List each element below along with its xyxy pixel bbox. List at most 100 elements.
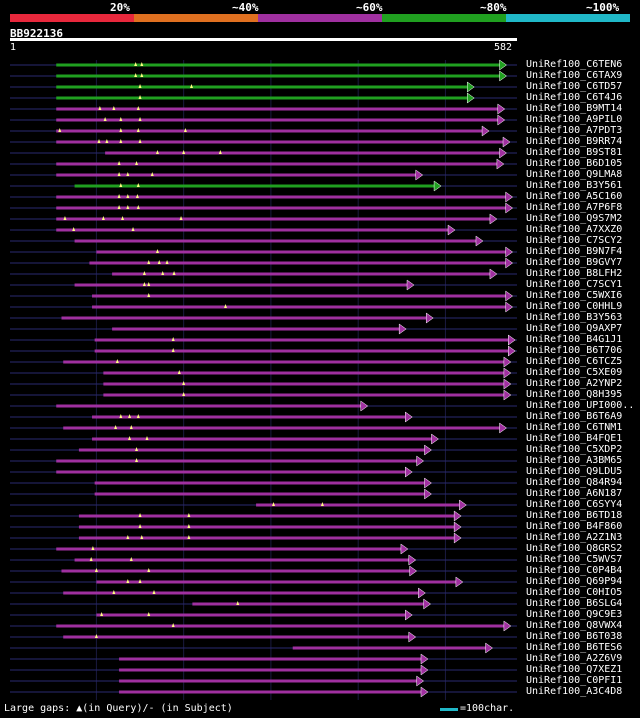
hit-label[interactable]: UniRef100_Q9C9E3	[526, 609, 623, 620]
hit-alignment-bar[interactable]	[56, 96, 469, 100]
hit-label[interactable]: UniRef100_C6TCZ5	[526, 356, 623, 367]
hit-alignment-bar[interactable]	[112, 327, 401, 331]
hit-label[interactable]: UniRef100_B6T706	[526, 345, 623, 356]
hit-label[interactable]: UniRef100_A7P6F8	[526, 202, 623, 213]
hit-alignment-bar[interactable]	[56, 459, 418, 463]
hit-alignment-bar[interactable]	[96, 250, 507, 254]
hit-label[interactable]: UniRef100_B3Y561	[526, 180, 623, 191]
hit-alignment-bar[interactable]	[63, 426, 501, 430]
hit-label[interactable]: UniRef100_Q8VWX4	[526, 620, 623, 631]
hit-alignment-bar[interactable]	[56, 140, 505, 144]
hit-label[interactable]: UniRef100_Q9LDU5	[526, 466, 623, 477]
hit-alignment-bar[interactable]	[56, 228, 450, 232]
hit-label[interactable]: UniRef100_A2YNP2	[526, 378, 623, 389]
hit-label[interactable]: UniRef100_C6TD57	[526, 81, 623, 92]
hit-label[interactable]: UniRef100_UPI000..	[526, 400, 635, 411]
hit-alignment-bar[interactable]	[112, 272, 491, 276]
hit-alignment-bar[interactable]	[56, 118, 499, 122]
hit-label[interactable]: UniRef100_Q7XEZ1	[526, 664, 623, 675]
hit-label[interactable]: UniRef100_B6SLG4	[526, 598, 623, 609]
hit-alignment-bar[interactable]	[92, 415, 407, 419]
hit-alignment-bar[interactable]	[56, 63, 501, 67]
hit-label[interactable]: UniRef100_Q9AXP7	[526, 323, 623, 334]
hit-label[interactable]: UniRef100_C6T4J6	[526, 92, 623, 103]
hit-alignment-bar[interactable]	[92, 437, 433, 441]
hit-label[interactable]: UniRef100_A3BM65	[526, 455, 623, 466]
hit-alignment-bar[interactable]	[94, 481, 426, 485]
hit-label[interactable]: UniRef100_C6TAX9	[526, 70, 623, 81]
hit-label[interactable]: UniRef100_Q9LMA8	[526, 169, 623, 180]
hit-alignment-bar[interactable]	[89, 261, 507, 265]
hit-alignment-bar[interactable]	[78, 525, 456, 529]
hit-alignment-bar[interactable]	[292, 646, 487, 650]
hit-label[interactable]: UniRef100_A3C4D8	[526, 686, 623, 697]
hit-alignment-bar[interactable]	[92, 305, 507, 309]
hit-alignment-bar[interactable]	[96, 580, 457, 584]
hit-label[interactable]: UniRef100_C0HHL9	[526, 301, 623, 312]
hit-alignment-bar[interactable]	[119, 679, 418, 683]
hit-alignment-bar[interactable]	[96, 613, 407, 617]
hit-label[interactable]: UniRef100_Q9S7M2	[526, 213, 623, 224]
hit-label[interactable]: UniRef100_C0PFI1	[526, 675, 623, 686]
hit-label[interactable]: UniRef100_B9RR74	[526, 136, 623, 147]
hit-alignment-bar[interactable]	[192, 602, 425, 606]
hit-alignment-bar[interactable]	[74, 558, 410, 562]
hit-label[interactable]: UniRef100_B6TD18	[526, 510, 623, 521]
hit-alignment-bar[interactable]	[56, 404, 362, 408]
hit-alignment-bar[interactable]	[94, 338, 510, 342]
hit-alignment-bar[interactable]	[63, 635, 410, 639]
hit-alignment-bar[interactable]	[105, 151, 501, 155]
hit-alignment-bar[interactable]	[74, 239, 477, 243]
hit-label[interactable]: UniRef100_C5XE09	[526, 367, 623, 378]
hit-alignment-bar[interactable]	[119, 690, 422, 694]
hit-label[interactable]: UniRef100_A9PIL0	[526, 114, 623, 125]
hit-alignment-bar[interactable]	[103, 371, 505, 375]
hit-label[interactable]: UniRef100_Q84R94	[526, 477, 623, 488]
hit-label[interactable]: UniRef100_B9GVY7	[526, 257, 623, 268]
hit-alignment-bar[interactable]	[78, 536, 456, 540]
hit-alignment-bar[interactable]	[74, 283, 409, 287]
hit-label[interactable]: UniRef100_A5C160	[526, 191, 623, 202]
hit-label[interactable]: UniRef100_Q8GRS2	[526, 543, 623, 554]
hit-label[interactable]: UniRef100_B8LFH2	[526, 268, 623, 279]
hit-label[interactable]: UniRef100_A7XXZ0	[526, 224, 623, 235]
hit-alignment-bar[interactable]	[56, 547, 402, 551]
hit-label[interactable]: UniRef100_C6TEN6	[526, 59, 623, 70]
hit-label[interactable]: UniRef100_Q69P94	[526, 576, 623, 587]
hit-label[interactable]: UniRef100_A2Z6V9	[526, 653, 623, 664]
hit-label[interactable]: UniRef100_B6T038	[526, 631, 623, 642]
hit-alignment-bar[interactable]	[61, 569, 411, 573]
hit-alignment-bar[interactable]	[56, 162, 498, 166]
hit-label[interactable]: UniRef100_C5WXI6	[526, 290, 623, 301]
hit-label[interactable]: UniRef100_A2Z1N3	[526, 532, 623, 543]
hit-alignment-bar[interactable]	[103, 382, 505, 386]
hit-alignment-bar[interactable]	[56, 470, 407, 474]
hit-alignment-bar[interactable]	[56, 107, 499, 111]
hit-alignment-bar[interactable]	[103, 393, 505, 397]
hit-label[interactable]: UniRef100_B9N7F4	[526, 246, 623, 257]
hit-alignment-bar[interactable]	[119, 657, 422, 661]
hit-label[interactable]: UniRef100_C0HIO5	[526, 587, 623, 598]
hit-alignment-bar[interactable]	[78, 448, 426, 452]
hit-alignment-bar[interactable]	[74, 184, 436, 188]
hit-alignment-bar[interactable]	[92, 294, 507, 298]
hit-alignment-bar[interactable]	[56, 624, 505, 628]
hit-alignment-bar[interactable]	[56, 129, 484, 133]
hit-label[interactable]: UniRef100_B4G1J1	[526, 334, 623, 345]
hit-alignment-bar[interactable]	[63, 360, 505, 364]
hit-alignment-bar[interactable]	[56, 173, 417, 177]
hit-label[interactable]: UniRef100_C6TNM1	[526, 422, 623, 433]
hit-label[interactable]: UniRef100_C7SCY2	[526, 235, 623, 246]
hit-label[interactable]: UniRef100_B4F860	[526, 521, 623, 532]
hit-label[interactable]: UniRef100_B6D105	[526, 158, 623, 169]
hit-label[interactable]: UniRef100_C5XDP2	[526, 444, 623, 455]
hit-label[interactable]: UniRef100_B6TES6	[526, 642, 623, 653]
hit-label[interactable]: UniRef100_C0P4B4	[526, 565, 623, 576]
hit-alignment-bar[interactable]	[94, 492, 426, 496]
hit-label[interactable]: UniRef100_Q8H395	[526, 389, 623, 400]
hit-alignment-bar[interactable]	[56, 85, 469, 89]
hit-alignment-bar[interactable]	[56, 206, 507, 210]
hit-label[interactable]: UniRef100_B9ST81	[526, 147, 623, 158]
hit-alignment-bar[interactable]	[61, 316, 428, 320]
hit-alignment-bar[interactable]	[56, 217, 491, 221]
